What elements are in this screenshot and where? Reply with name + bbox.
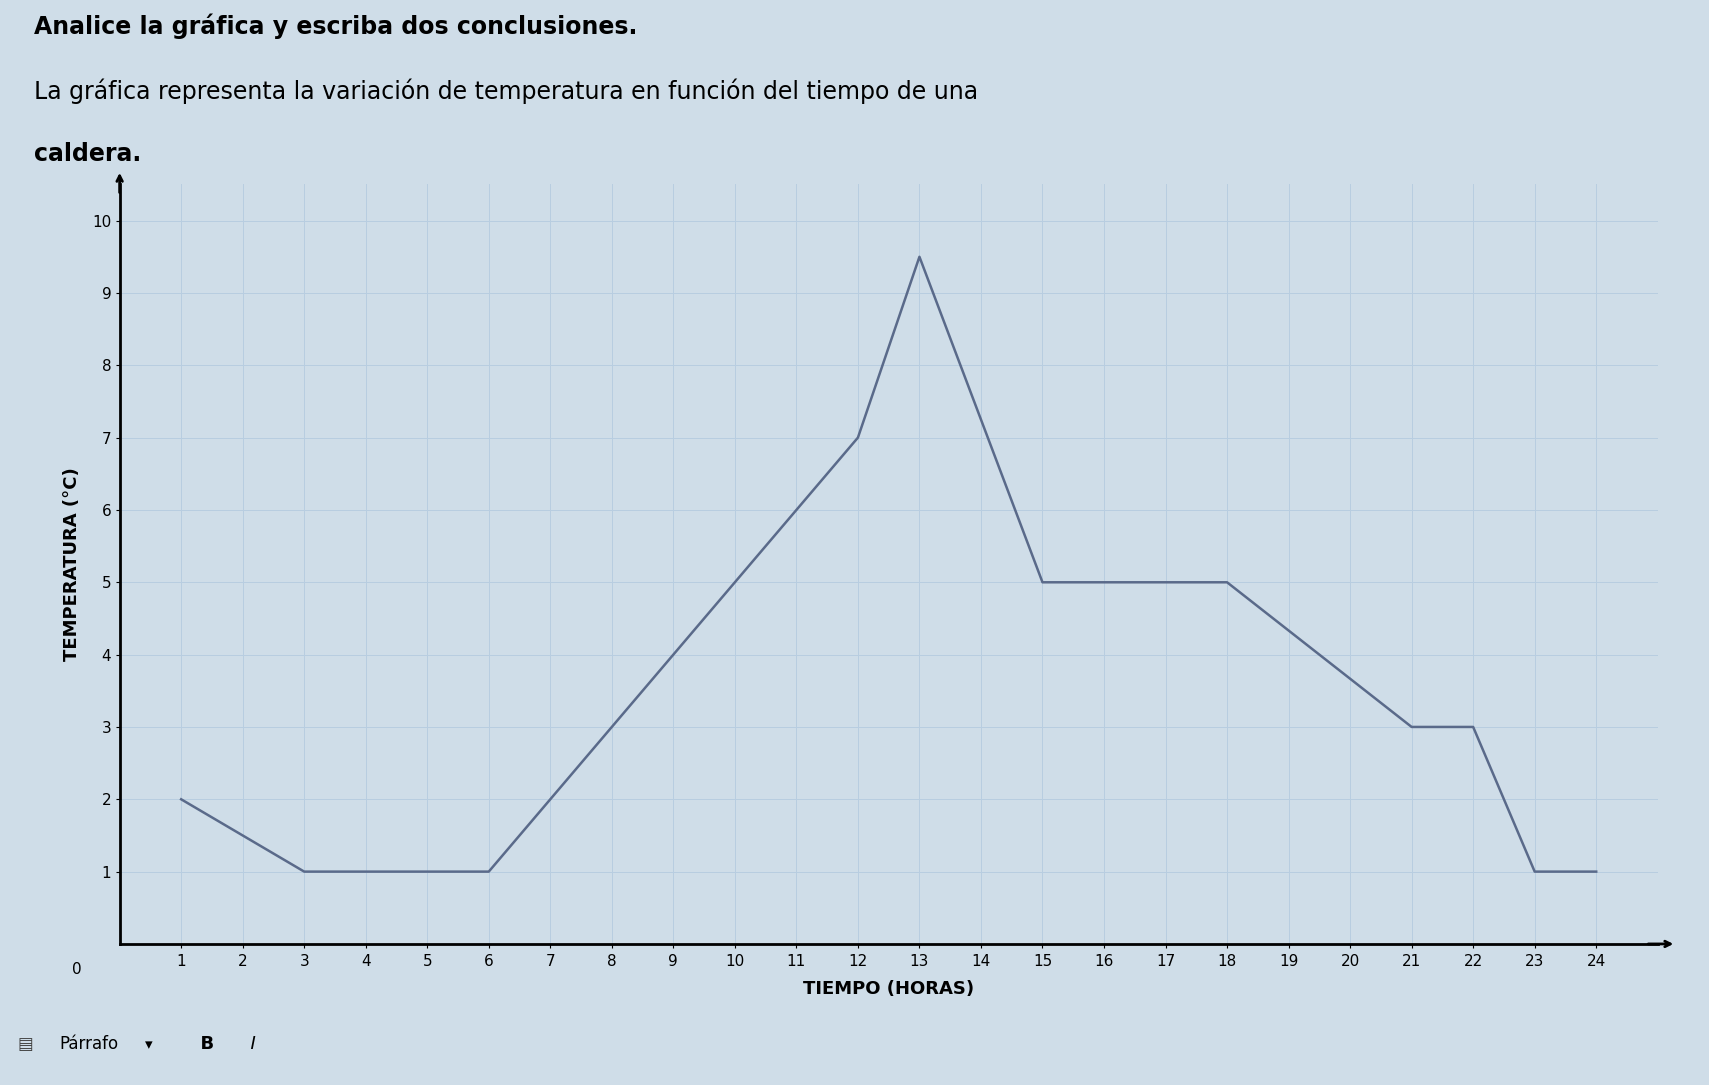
Text: 0: 0: [72, 961, 82, 977]
X-axis label: TIEMPO (HORAS): TIEMPO (HORAS): [803, 980, 974, 998]
Text: caldera.: caldera.: [34, 142, 142, 166]
Text: La gráfica representa la variación de temperatura en función del tiempo de una: La gráfica representa la variación de te…: [34, 78, 978, 104]
Text: Analice la gráfica y escriba dos conclusiones.: Analice la gráfica y escriba dos conclus…: [34, 14, 637, 39]
Text: Párrafo: Párrafo: [60, 1035, 120, 1054]
Text: I: I: [239, 1035, 256, 1054]
Y-axis label: TEMPERATURA (°C): TEMPERATURA (°C): [63, 468, 80, 661]
Text: B: B: [188, 1035, 214, 1054]
Text: ▤: ▤: [17, 1035, 32, 1054]
Text: ▾: ▾: [145, 1037, 152, 1051]
